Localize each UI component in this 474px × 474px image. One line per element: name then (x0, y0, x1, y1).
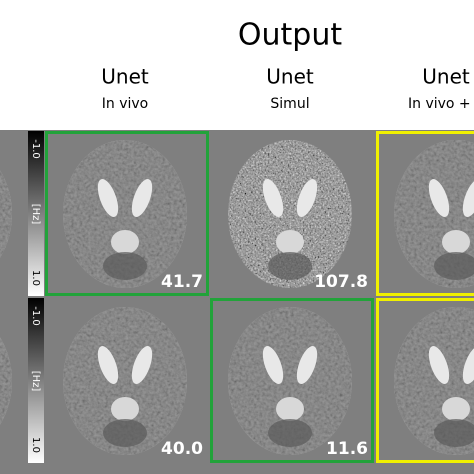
structure (428, 346, 450, 384)
structure (434, 252, 474, 280)
brain-image (0, 170, 12, 258)
structure (97, 346, 119, 384)
column-title: Unet (101, 65, 149, 89)
brain (0, 337, 12, 425)
column-subtitle: In vivo + S (408, 96, 474, 112)
brain-image (228, 307, 352, 455)
figure-title: Output (238, 18, 342, 53)
structure (462, 179, 474, 217)
brain-image (0, 337, 12, 425)
brain-image (228, 140, 352, 288)
structure (131, 179, 153, 217)
brain (0, 170, 12, 258)
structure (262, 179, 284, 217)
colorbar-label: [Hz] (30, 371, 41, 392)
colorbar-label: -1.0 (30, 306, 41, 326)
structure (276, 397, 304, 421)
column-title: Unet (266, 65, 314, 89)
error-score: 41.7 (161, 272, 203, 292)
structure (442, 230, 470, 254)
colorbar-label: -1.0 (30, 139, 41, 159)
brain (63, 307, 187, 455)
brain-image (394, 140, 474, 288)
colorbar-label: [Hz] (30, 204, 41, 225)
structure (276, 230, 304, 254)
structure (434, 419, 474, 447)
brain-image (63, 140, 187, 288)
brain (228, 307, 352, 455)
structure (103, 419, 147, 447)
column-subtitle: Simul (270, 96, 309, 112)
error-score: 11.6 (326, 439, 368, 459)
panel-border (45, 131, 209, 296)
panel-border (376, 298, 474, 463)
structure (262, 346, 284, 384)
structure (111, 230, 139, 254)
structure (131, 346, 153, 384)
structure (296, 346, 318, 384)
colorbar (28, 298, 44, 463)
structure (268, 252, 312, 280)
structure (442, 397, 470, 421)
brain-image (394, 307, 474, 455)
colorbar (28, 131, 44, 296)
structure (268, 419, 312, 447)
structure (462, 346, 474, 384)
panel-border (376, 131, 474, 296)
structure (97, 179, 119, 217)
panel-border (210, 298, 374, 463)
brain (228, 140, 352, 288)
error-score: 107.8 (314, 272, 368, 292)
colorbar-label: 1.0 (30, 437, 41, 453)
structure (103, 252, 147, 280)
brain-image (63, 307, 187, 455)
column-subtitle: In vivo (102, 96, 148, 112)
structure (296, 179, 318, 217)
structure (428, 179, 450, 217)
error-score: 40.0 (161, 439, 203, 459)
brain (63, 140, 187, 288)
column-title: Unet (422, 65, 470, 89)
colorbar-label: 1.0 (30, 270, 41, 286)
structure (111, 397, 139, 421)
